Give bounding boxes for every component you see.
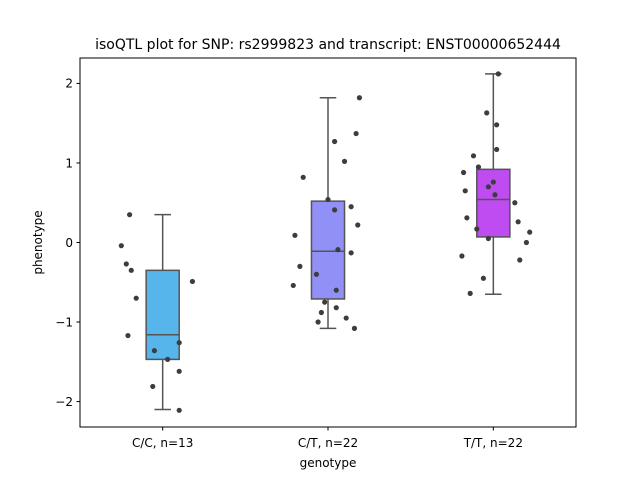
data-point [459, 253, 465, 259]
data-point [165, 356, 171, 363]
y-axis-label: phenotype [31, 210, 45, 274]
data-point [118, 243, 124, 249]
data-point [523, 239, 530, 246]
data-point [351, 325, 358, 331]
chart-title: isoQTL plot for SNP: rs2999823 and trans… [95, 37, 561, 53]
data-point [462, 188, 468, 194]
data-point [490, 179, 496, 185]
data-point [348, 204, 354, 210]
data-point [325, 196, 331, 203]
data-point [123, 261, 129, 267]
data-point [464, 215, 470, 221]
y-tick-label: 1 [65, 156, 73, 170]
data-point [355, 222, 361, 228]
data-point [176, 368, 182, 374]
data-point [527, 229, 533, 235]
data-point [475, 164, 482, 170]
data-point [480, 275, 487, 281]
data-point [300, 174, 306, 180]
data-point [128, 267, 134, 273]
data-point [460, 169, 467, 176]
data-point [474, 226, 480, 232]
data-point [127, 212, 133, 218]
data-point [348, 250, 354, 256]
data-point [332, 207, 338, 213]
data-point [356, 95, 363, 101]
data-point [318, 309, 324, 316]
data-point [133, 295, 139, 301]
data-point [515, 219, 521, 225]
data-point [290, 282, 296, 289]
data-point [176, 407, 182, 413]
x-axis: C/C, n=13 C/T, n=22 T/T, n=22 [132, 427, 523, 450]
data-point [151, 348, 157, 354]
data-point [512, 200, 518, 206]
box [145, 269, 180, 361]
data-point [341, 158, 348, 164]
y-axis: 2 1 0 −1 −2 [55, 77, 80, 409]
data-point [322, 299, 328, 305]
box-group-1 [118, 212, 196, 413]
x-tick-label: C/T, n=22 [298, 436, 358, 450]
data-point [353, 130, 359, 137]
data-point [343, 315, 349, 321]
data-point [125, 332, 131, 339]
data-point [313, 271, 320, 277]
data-point [297, 263, 303, 269]
data-point [484, 110, 490, 116]
data-point [150, 383, 156, 390]
plot-area [118, 71, 533, 413]
x-tick-label: T/T, n=22 [463, 436, 523, 450]
data-point [176, 340, 182, 346]
data-point [335, 247, 341, 253]
data-point [332, 138, 338, 145]
y-tick-label: −2 [55, 395, 73, 409]
data-point [517, 257, 523, 263]
data-point [467, 290, 473, 296]
box-group-3 [459, 71, 533, 296]
y-tick-label: 0 [65, 236, 73, 250]
data-point [470, 153, 477, 159]
data-point [494, 122, 500, 128]
data-point [292, 232, 298, 238]
x-tick-label: C/C, n=13 [132, 436, 193, 450]
data-point [333, 287, 339, 293]
data-point [333, 305, 339, 311]
data-point [495, 71, 501, 77]
data-point [485, 184, 491, 190]
x-axis-label: genotype [300, 456, 357, 470]
data-point [189, 278, 196, 285]
data-point [485, 235, 491, 242]
data-point [494, 146, 500, 153]
y-tick-label: 2 [65, 77, 73, 91]
box-group-2 [290, 95, 363, 331]
data-point [315, 319, 321, 325]
y-tick-label: −1 [55, 315, 73, 329]
data-point [492, 192, 498, 198]
